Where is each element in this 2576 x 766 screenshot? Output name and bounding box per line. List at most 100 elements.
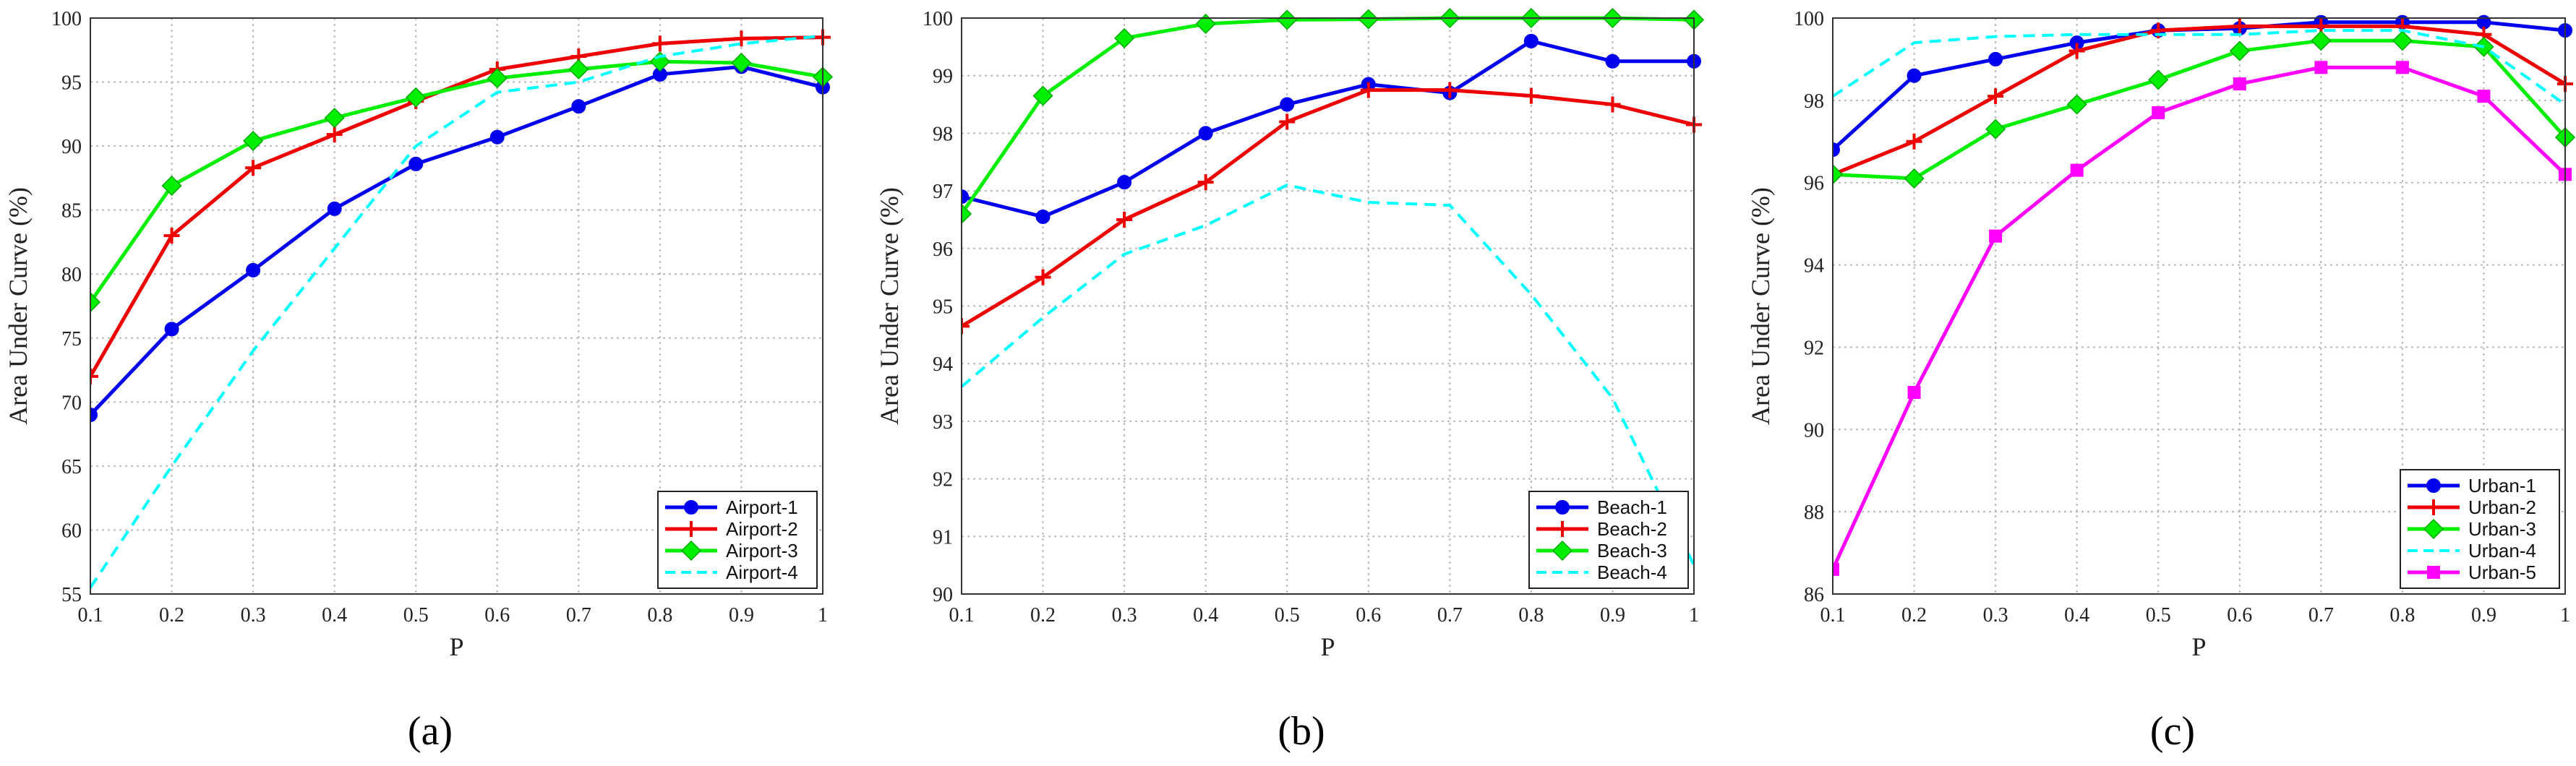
series-line [962,184,1695,567]
data-point [2068,43,2085,59]
data-point [2477,90,2491,103]
data-point [164,322,179,337]
data-point [1833,142,1840,158]
y-tick-label: 75 [61,328,82,350]
series-airport-3 [90,51,833,313]
x-tick-label: 0.1 [949,604,975,627]
series-line [1833,38,2567,181]
x-tick-label: 1 [818,604,828,627]
series-line [1833,24,2567,176]
x-tick-label: 0.8 [2389,604,2415,627]
x-tick-label: 0.8 [647,604,672,627]
chart-panel-a: (a) 0.1 0.2 0.3 0.4 0.5 0.6 0.7 0.8 0.9 1 55 60 65 70… [4,8,833,754]
data-point [243,130,264,152]
data-point [1117,175,1132,190]
y-tick-label: 100 [51,8,82,30]
data-point [1360,82,1377,98]
data-point [2311,30,2332,51]
y-tick-label: 90 [1804,419,1824,442]
data-point [1280,97,1295,112]
x-tick-label: 0.3 [1112,604,1137,627]
data-point [1985,119,2006,139]
data-point [2152,106,2165,119]
data-point [2395,61,2409,74]
legend-marker [680,540,702,561]
legend-marker [2426,499,2442,515]
data-point [1195,13,1216,35]
y-tick-label: 98 [933,123,953,145]
data-point [962,318,970,335]
legend-marker [683,521,699,537]
y-tick-label: 98 [1804,90,1824,113]
legend-label: Airport-4 [726,561,798,583]
data-point [1907,68,1922,83]
data-point [1197,174,1214,191]
series-beach-4 [962,184,1695,567]
panel-label: (b) [1278,709,1325,754]
y-tick-label: 80 [61,264,82,286]
x-tick-label: 0.1 [1820,604,1846,627]
data-point [1987,88,2004,105]
y-tick-label: 97 [933,181,953,203]
data-point [962,203,972,225]
x-tick-label: 1 [1689,604,1699,627]
data-point [2066,94,2087,115]
y-tick-label: 100 [923,8,953,30]
y-tick-label: 86 [1804,584,1824,606]
x-tick-label: 0.6 [484,604,510,627]
y-tick-label: 96 [1804,173,1824,195]
legend-label: Airport-3 [726,540,798,561]
x-tick-label: 0.6 [1356,604,1381,627]
series-line [90,35,823,378]
data-point [1116,211,1133,228]
x-tick-label: 0.3 [1983,604,2008,627]
series-beach-1 [962,33,1701,224]
y-tick-label: 95 [933,296,953,319]
legend-label: Beach-2 [1597,518,1667,540]
x-tick-label: 0.9 [729,604,754,627]
x-tick-label: 0.1 [78,604,103,627]
data-point [733,30,750,47]
data-point [324,108,345,129]
x-tick-label: 0.8 [1518,604,1544,627]
data-point [245,160,262,176]
legend-label: Urban-5 [2468,561,2536,583]
legend-label: Beach-4 [1597,561,1667,583]
series-urban-2 [1833,18,2573,183]
x-tick-label: 0.5 [403,604,429,627]
data-point [2229,40,2250,61]
data-point [90,408,98,423]
y-tick-label: 92 [1804,337,1824,359]
data-point [406,87,427,108]
y-tick-label: 90 [933,584,953,606]
x-axis-label: P [2191,632,2206,661]
x-tick-label: 0.4 [1193,604,1218,627]
data-point [489,129,505,145]
series-line [962,88,1695,328]
data-point [1032,85,1053,106]
data-point [1035,269,1051,285]
data-point [2148,69,2169,90]
data-point [1198,126,1213,141]
series-line [90,34,823,589]
axes-frame [1832,17,2566,595]
y-axis-label: Area Under Curve (%) [4,187,33,425]
data-point [962,189,969,205]
legend-label: Urban-1 [2468,475,2536,496]
legend-marker [2423,518,2444,540]
data-point [246,262,261,277]
panel-label: (c) [2150,709,2195,754]
x-tick-label: 1 [2560,604,2570,627]
series-beach-2 [962,82,1702,335]
legend-marker [2426,478,2441,493]
data-point [90,368,98,384]
data-point [408,156,424,171]
data-point [651,35,668,52]
series-line [90,64,823,416]
chart-panel-b: (b) 0.1 0.2 0.3 0.4 0.5 0.6 0.7 0.8 0.9 1 90 91 92 93… [875,8,1704,754]
x-tick-label: 0.2 [1030,604,1056,627]
y-tick-label: 92 [933,469,953,491]
y-tick-label: 85 [61,200,82,223]
